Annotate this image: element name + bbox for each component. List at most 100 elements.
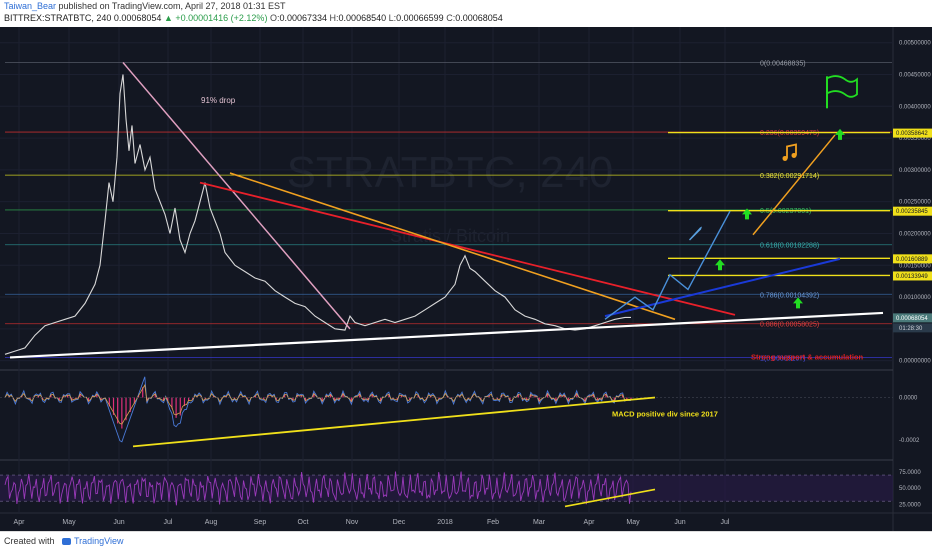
target-arrow-line xyxy=(752,134,836,236)
fib-level-label: 0.382(0.00291714) xyxy=(760,173,819,180)
y-tick-label: 0.00250000 xyxy=(899,200,931,206)
price-tag xyxy=(893,254,932,264)
high-label: H: xyxy=(329,13,339,23)
x-tick-label: Feb xyxy=(487,519,499,526)
x-tick-label: Oct xyxy=(298,519,309,526)
price-tag xyxy=(893,271,932,281)
rsi-y-tick: 50.0000 xyxy=(899,486,921,492)
green-up-arrow-icon xyxy=(715,259,725,271)
y-tick-label: 0.00500000 xyxy=(899,41,931,47)
publisher-text: published on TradingView.com, April 27, … xyxy=(58,1,286,11)
price-tag xyxy=(893,313,932,323)
red-downtrend xyxy=(199,181,736,316)
macd-y-tick: 0.0000 xyxy=(899,396,918,402)
rsi-divergence-line xyxy=(564,488,656,508)
low-label: L: xyxy=(388,13,397,23)
publisher-user-link[interactable]: Taiwan_Bear xyxy=(4,1,57,11)
x-tick-label: Aug xyxy=(205,519,218,526)
support-annotation: Strong support & accumulation xyxy=(751,352,864,361)
green-up-arrow-icon xyxy=(742,208,752,220)
music-note-head-icon xyxy=(791,152,797,158)
music-note-icon xyxy=(786,143,797,159)
drop-annotation: 91% drop xyxy=(201,96,236,105)
high-value: 0.00068540 xyxy=(338,13,387,23)
y-tick-label: 0.00400000 xyxy=(899,104,931,110)
x-tick-label: Nov xyxy=(346,519,359,526)
orange-downtrend xyxy=(229,172,676,321)
fib-retracement: 0(0.00468835) 0.236(0.00359475) 0.382(0.00… xyxy=(5,61,892,362)
price-tag-label: 0.00068054 xyxy=(896,316,928,322)
x-tick-label: Apr xyxy=(14,519,26,526)
close-label: C: xyxy=(446,13,456,23)
x-tick-label: Dec xyxy=(393,519,406,526)
macd-divergence-line xyxy=(132,396,656,448)
rsi-y-tick: 25.0000 xyxy=(899,502,921,508)
rsi-y-tick: 75.0000 xyxy=(899,470,921,476)
macd-y-tick: -0.0002 xyxy=(899,438,920,444)
fib-level-label: 0.236(0.00359475) xyxy=(760,130,819,137)
publisher-line: Taiwan_Bear published on TradingView.com… xyxy=(4,1,286,11)
trend-drawings[interactable] xyxy=(9,62,884,508)
green-up-arrow-icon xyxy=(793,297,803,309)
macd-series xyxy=(0,376,893,443)
watermark-name: Stratis / Bitcoin xyxy=(390,226,510,246)
macd-signal-line xyxy=(4,383,631,425)
price-change: ▲ +0.00001416 (+2.12%) xyxy=(163,13,268,23)
fib-level-label: 0(0.00468835) xyxy=(760,61,806,68)
tradingview-logo-icon xyxy=(62,538,71,545)
projection-path xyxy=(604,210,731,320)
price-series xyxy=(4,74,631,355)
x-tick-label: May xyxy=(626,519,640,526)
publish-footer: Created with TradingView xyxy=(0,531,932,551)
price-tag-label: 0.00160889 xyxy=(896,257,928,263)
fib-level-label: 0.786(0.00104392) xyxy=(760,292,819,299)
annotations: 91% drop Strong support & accumulation MAC… xyxy=(201,96,864,419)
fib-level-label: 0.886(0.00058025) xyxy=(760,322,819,329)
y-tick-label: 0.00300000 xyxy=(899,168,931,174)
symbol-line: BITTREX:STRATBTC, 240 0.00068054 ▲ +0.00… xyxy=(4,13,503,23)
price-tag-label: 0.00235845 xyxy=(896,209,928,215)
price-line xyxy=(4,74,631,355)
x-tick-label: Apr xyxy=(584,519,596,526)
low-value: 0.00066599 xyxy=(396,13,444,23)
fib-level-label: 0.618(0.00182288) xyxy=(760,243,819,250)
axes: Apr May Jun Jul Aug Sep Oct Nov Dec 2018 Feb Mar Apr… xyxy=(14,41,932,526)
countdown-label: 01:28:30 xyxy=(899,326,923,332)
fib-level-label: 0.5(0.00237001) xyxy=(760,208,811,215)
created-with-text: Created with xyxy=(4,536,55,546)
x-tick-label: Jul xyxy=(721,519,730,526)
price-tag-label: 0.00133949 xyxy=(896,274,928,280)
y-tick-label: 0.00450000 xyxy=(899,73,931,79)
x-tick-label: Jun xyxy=(113,519,124,526)
close-value: 0.00068054 xyxy=(455,13,503,23)
last-price: 0.00068054 xyxy=(113,13,162,23)
x-tick-label: Sep xyxy=(254,519,267,526)
y-tick-label: 0.00200000 xyxy=(899,231,931,237)
chart-background xyxy=(0,27,932,531)
trading-chart[interactable]: STRATBTC, 240 Stratis / Bitcoin 0(0.0046… xyxy=(0,27,932,531)
macd-annotation: MACD positive div since 2017 xyxy=(612,410,718,419)
music-note-head-icon xyxy=(782,155,788,161)
open-value: 0.00067334 xyxy=(279,13,328,23)
price-tag xyxy=(893,128,932,138)
x-tick-label: May xyxy=(62,519,76,526)
rsi-series xyxy=(4,471,632,506)
drop-line xyxy=(122,62,351,330)
countdown-tag xyxy=(893,323,932,333)
price-tag xyxy=(893,206,932,216)
x-tick-label: Jun xyxy=(674,519,685,526)
x-tick-label: Mar xyxy=(533,519,546,526)
tradingview-brand-link[interactable]: TradingView xyxy=(74,536,124,546)
green-up-arrow-icon xyxy=(835,128,845,140)
y-tick-label: 0.00350000 xyxy=(899,136,931,142)
watermark-symbol: STRATBTC, 240 xyxy=(287,148,614,197)
publish-header: Taiwan_Bear published on TradingView.com… xyxy=(0,0,932,27)
x-tick-label: Jul xyxy=(164,519,173,526)
blue-uptrend xyxy=(604,257,841,318)
y-tick-label: 0.00100000 xyxy=(899,295,931,301)
price-tag-label: 0.00358642 xyxy=(896,131,928,137)
grid xyxy=(0,27,893,513)
symbol-label: BITTREX:STRATBTC, 240 xyxy=(4,13,112,23)
y-tick-label: 0.00000000 xyxy=(899,359,931,365)
x-tick-label: 2018 xyxy=(437,519,453,526)
